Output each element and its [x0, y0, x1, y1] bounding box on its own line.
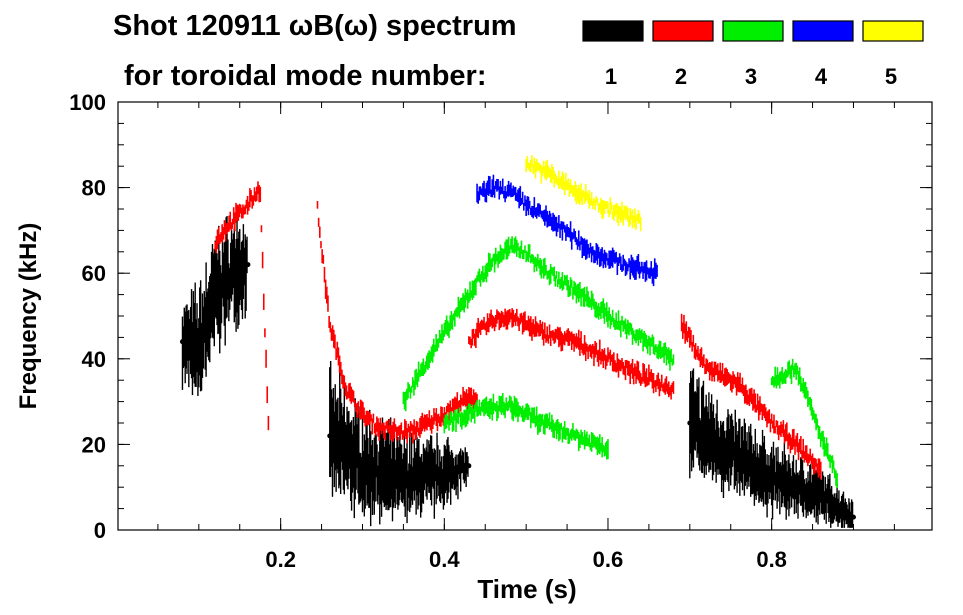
data-point	[229, 270, 235, 276]
y-tick-label: 60	[82, 261, 106, 286]
y-tick-label: 80	[82, 176, 106, 201]
legend-swatch	[862, 20, 924, 42]
legend-label: 5	[885, 64, 897, 89]
data-point	[327, 433, 333, 439]
y-tick-label: 0	[94, 518, 106, 543]
x-tick-label: 0.4	[429, 547, 460, 572]
y-tick-label: 40	[82, 347, 106, 372]
data-point	[769, 476, 775, 482]
y-tick-label: 100	[69, 90, 106, 115]
data-point	[179, 339, 185, 345]
data-point	[818, 493, 824, 499]
y-tick-label: 20	[82, 432, 106, 457]
y-axis-label: Frequency (kHz)	[15, 223, 42, 410]
legend-swatch	[582, 20, 644, 42]
data-point	[245, 262, 251, 268]
chart-subtitle: for toroidal mode number:	[124, 60, 487, 92]
data-point	[359, 463, 365, 469]
x-tick-label: 0.2	[265, 547, 296, 572]
series-2	[316, 201, 478, 444]
legend-label: 3	[745, 64, 757, 89]
series-3	[770, 358, 838, 489]
series-2	[680, 313, 822, 480]
legend-label: 2	[675, 64, 687, 89]
data-point	[212, 292, 218, 298]
x-tick-label: 0.8	[756, 547, 787, 572]
data-point	[687, 420, 693, 426]
data-point	[196, 347, 202, 353]
series-2	[214, 181, 270, 431]
x-tick-label: 0.6	[593, 547, 624, 572]
legend-swatch	[652, 20, 714, 42]
legend: 1 2 3 4 5	[582, 20, 924, 89]
data-layer	[179, 155, 856, 528]
data-point	[441, 471, 447, 477]
data-point	[400, 476, 406, 482]
x-axis-label: Time (s)	[477, 574, 576, 604]
series-5	[525, 155, 642, 232]
chart-title: Shot 120911 ωB(ω) spectrum	[113, 10, 517, 42]
legend-label: 1	[605, 64, 617, 89]
data-point	[466, 463, 472, 469]
series-2	[468, 308, 675, 400]
series-1	[179, 215, 856, 528]
series-3	[443, 392, 609, 460]
axes: 0.2 0.4 0.6 0.8 0 20 40 60 80 100	[69, 90, 932, 572]
data-point	[720, 446, 726, 452]
legend-swatch	[792, 20, 854, 42]
data-point	[850, 514, 856, 520]
series-3	[402, 236, 675, 412]
legend-swatch	[722, 20, 784, 42]
series-4	[476, 174, 658, 287]
legend-label: 4	[815, 64, 828, 89]
